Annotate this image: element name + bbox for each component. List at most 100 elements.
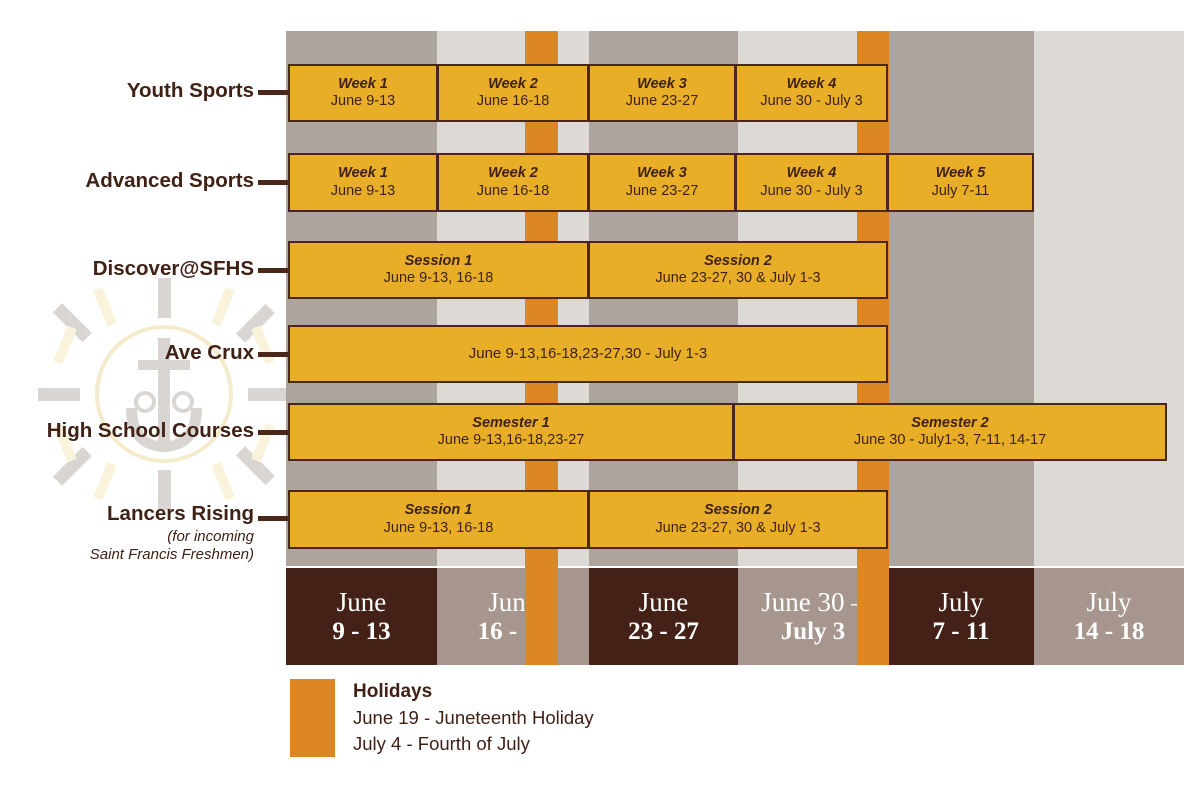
segment-dates: June 23-27, 30 & July 1-3: [655, 519, 821, 536]
band-week6: [1034, 31, 1184, 566]
segment-dates: June 16-18: [476, 93, 550, 109]
row-ave-crux: June 9-13,16-18,23-27,30 - July 1-3: [0, 325, 1200, 383]
row-label-text: High School Courses: [46, 419, 254, 442]
row-label-lancers-rising: Lancers Rising (for incoming Saint Franc…: [90, 502, 254, 564]
row-label-high-school-courses: High School Courses: [47, 419, 254, 443]
segment-discover-session1[interactable]: Session 1 June 9-13, 16-18: [288, 241, 589, 299]
row-label-text: Discover@SFHS: [92, 257, 254, 280]
segment-advanced-sports-week3[interactable]: Week 3 June 23-27: [588, 153, 736, 212]
row-label-discover-sfhs: Discover@SFHS: [93, 257, 254, 281]
date-days: 9 - 13: [332, 617, 391, 645]
date-month: June 30 –: [761, 587, 865, 618]
segment-dates: June 9-13, 16-18: [383, 270, 494, 286]
segment-advanced-sports-week2[interactable]: Week 2 June 16-18: [437, 153, 589, 212]
school-logo-watermark: [38, 278, 290, 510]
segment-title: Week 3: [637, 75, 687, 92]
legend-title: Holidays: [353, 681, 433, 702]
date-month: June: [638, 587, 689, 618]
segment-title: Semester 1: [472, 414, 550, 431]
segment-title: Week 3: [637, 165, 687, 182]
leader-line-ave-crux: [258, 352, 292, 357]
row-label-text: Youth Sports: [126, 79, 254, 102]
legend: Holidays June 19 - Juneteenth Holiday Ju…: [290, 679, 594, 757]
date-cell-week1: June 9 - 13: [286, 568, 437, 665]
segment-youth-sports-week2[interactable]: Week 2 June 16-18: [437, 64, 589, 122]
leader-line-discover-sfhs: [258, 268, 292, 273]
segment-dates: June 9-13, 16-18: [383, 519, 494, 536]
segment-title: Week 2: [488, 165, 538, 182]
date-cell-week2: June 16 - 18: [437, 568, 589, 665]
segment-youth-sports-week1[interactable]: Week 1 June 9-13: [288, 64, 438, 122]
legend-line-fourth-of-july: July 4 - Fourth of July: [353, 732, 530, 754]
leader-line-advanced-sports: [258, 180, 292, 185]
date-days: 14 - 18: [1073, 617, 1145, 645]
row-label-text: Ave Crux: [164, 341, 254, 364]
legend-text-block: Holidays June 19 - Juneteenth Holiday Ju…: [353, 679, 594, 756]
segment-title: Session 1: [404, 502, 473, 519]
segment-ave-crux-full[interactable]: June 9-13,16-18,23-27,30 - July 1-3: [288, 325, 888, 383]
row-advanced-sports: Week 1 June 9-13 Week 2 June 16-18 Week …: [0, 153, 1200, 212]
segment-dates: June 9-13: [330, 182, 396, 199]
legend-line-juneteenth: June 19 - Juneteenth Holiday: [353, 707, 594, 729]
segment-dates: June 23-27: [625, 93, 699, 109]
segment-dates: June 9-13: [330, 93, 396, 109]
date-month: July: [938, 587, 984, 618]
segment-title: Semester 2: [911, 414, 989, 431]
row-sublabel-text: (for incoming Saint Francis Freshmen): [89, 528, 254, 563]
segment-title: Week 1: [338, 165, 388, 182]
segment-youth-sports-week3[interactable]: Week 3 June 23-27: [588, 64, 736, 122]
segment-discover-session2[interactable]: Session 2 June 23-27, 30 & July 1-3: [588, 241, 888, 299]
segment-title: Week 4: [786, 75, 837, 92]
holiday-stripe-fourth-of-july-overlay: [857, 568, 889, 665]
anchor-cross-logo-icon: [38, 278, 290, 510]
row-label-text: Advanced Sports: [85, 169, 254, 192]
row-high-school-courses: Semester 1 June 9-13,16-18,23-27 Semeste…: [0, 403, 1200, 461]
date-days: July 3: [780, 617, 846, 645]
segment-dates: June 23-27: [625, 182, 699, 199]
holiday-stripe-juneteenth-overlay: [525, 568, 558, 665]
row-label-youth-sports: Youth Sports: [127, 79, 254, 103]
segment-title: Week 2: [488, 75, 538, 92]
date-month: June: [336, 587, 387, 618]
row-youth-sports: Week 1 June 9-13 Week 2 June 16-18 Week …: [0, 64, 1200, 122]
segment-title: Week 5: [935, 165, 986, 182]
date-month: July: [1086, 587, 1132, 618]
segment-title: Session 2: [704, 502, 772, 519]
date-cell-week3: June 23 - 27: [589, 568, 738, 665]
segment-title: Week 1: [338, 75, 388, 92]
row-discover-sfhs: Session 1 June 9-13, 16-18 Session 2 Jun…: [0, 241, 1200, 299]
segment-youth-sports-week4[interactable]: Week 4 June 30 - July 3: [735, 64, 888, 122]
segment-dates: June 30 - July1-3, 7-11, 14-17: [853, 432, 1047, 448]
leader-line-lancers-rising: [258, 516, 292, 521]
segment-hsc-semester1[interactable]: Semester 1 June 9-13,16-18,23-27: [288, 403, 734, 461]
date-cell-week6: July 14 - 18: [1034, 568, 1184, 665]
segment-title: Week 4: [786, 165, 837, 182]
leader-line-high-school-courses: [258, 430, 310, 435]
segment-dates: June 9-13,16-18,23-27,30 - July 1-3: [468, 345, 708, 363]
leader-line-youth-sports: [258, 90, 292, 95]
row-label-ave-crux: Ave Crux: [165, 341, 254, 365]
segment-advanced-sports-week4[interactable]: Week 4 June 30 - July 3: [735, 153, 888, 212]
row-label-advanced-sports: Advanced Sports: [85, 169, 254, 193]
segment-lancers-session2[interactable]: Session 2 June 23-27, 30 & July 1-3: [588, 490, 888, 549]
segment-dates: June 23-27, 30 & July 1-3: [655, 270, 821, 286]
segment-dates: July 7-11: [931, 182, 990, 199]
date-days: 23 - 27: [628, 617, 699, 645]
segment-dates: June 9-13,16-18,23-27: [437, 432, 585, 448]
date-cell-week5: July 7 - 11: [888, 568, 1034, 665]
segment-title: Session 2: [704, 252, 772, 269]
segment-advanced-sports-week1[interactable]: Week 1 June 9-13: [288, 153, 438, 212]
date-axis-bar: June 9 - 13 June 16 - 18 June 23 - 27 Ju…: [286, 568, 1184, 665]
row-lancers-rising: Session 1 June 9-13, 16-18 Session 2 Jun…: [0, 490, 1200, 549]
segment-title: Session 1: [404, 252, 473, 269]
band-week5: [888, 31, 1034, 566]
row-label-text: Lancers Rising: [107, 502, 254, 525]
segment-dates: June 30 - July 3: [760, 93, 863, 109]
segment-lancers-session1[interactable]: Session 1 June 9-13, 16-18: [288, 490, 589, 549]
segment-dates: June 30 - July 3: [760, 182, 863, 199]
date-days: 7 - 11: [932, 617, 990, 645]
segment-advanced-sports-week5[interactable]: Week 5 July 7-11: [887, 153, 1034, 212]
segment-hsc-semester2[interactable]: Semester 2 June 30 - July1-3, 7-11, 14-1…: [733, 403, 1167, 461]
legend-holiday-swatch: [290, 679, 335, 757]
